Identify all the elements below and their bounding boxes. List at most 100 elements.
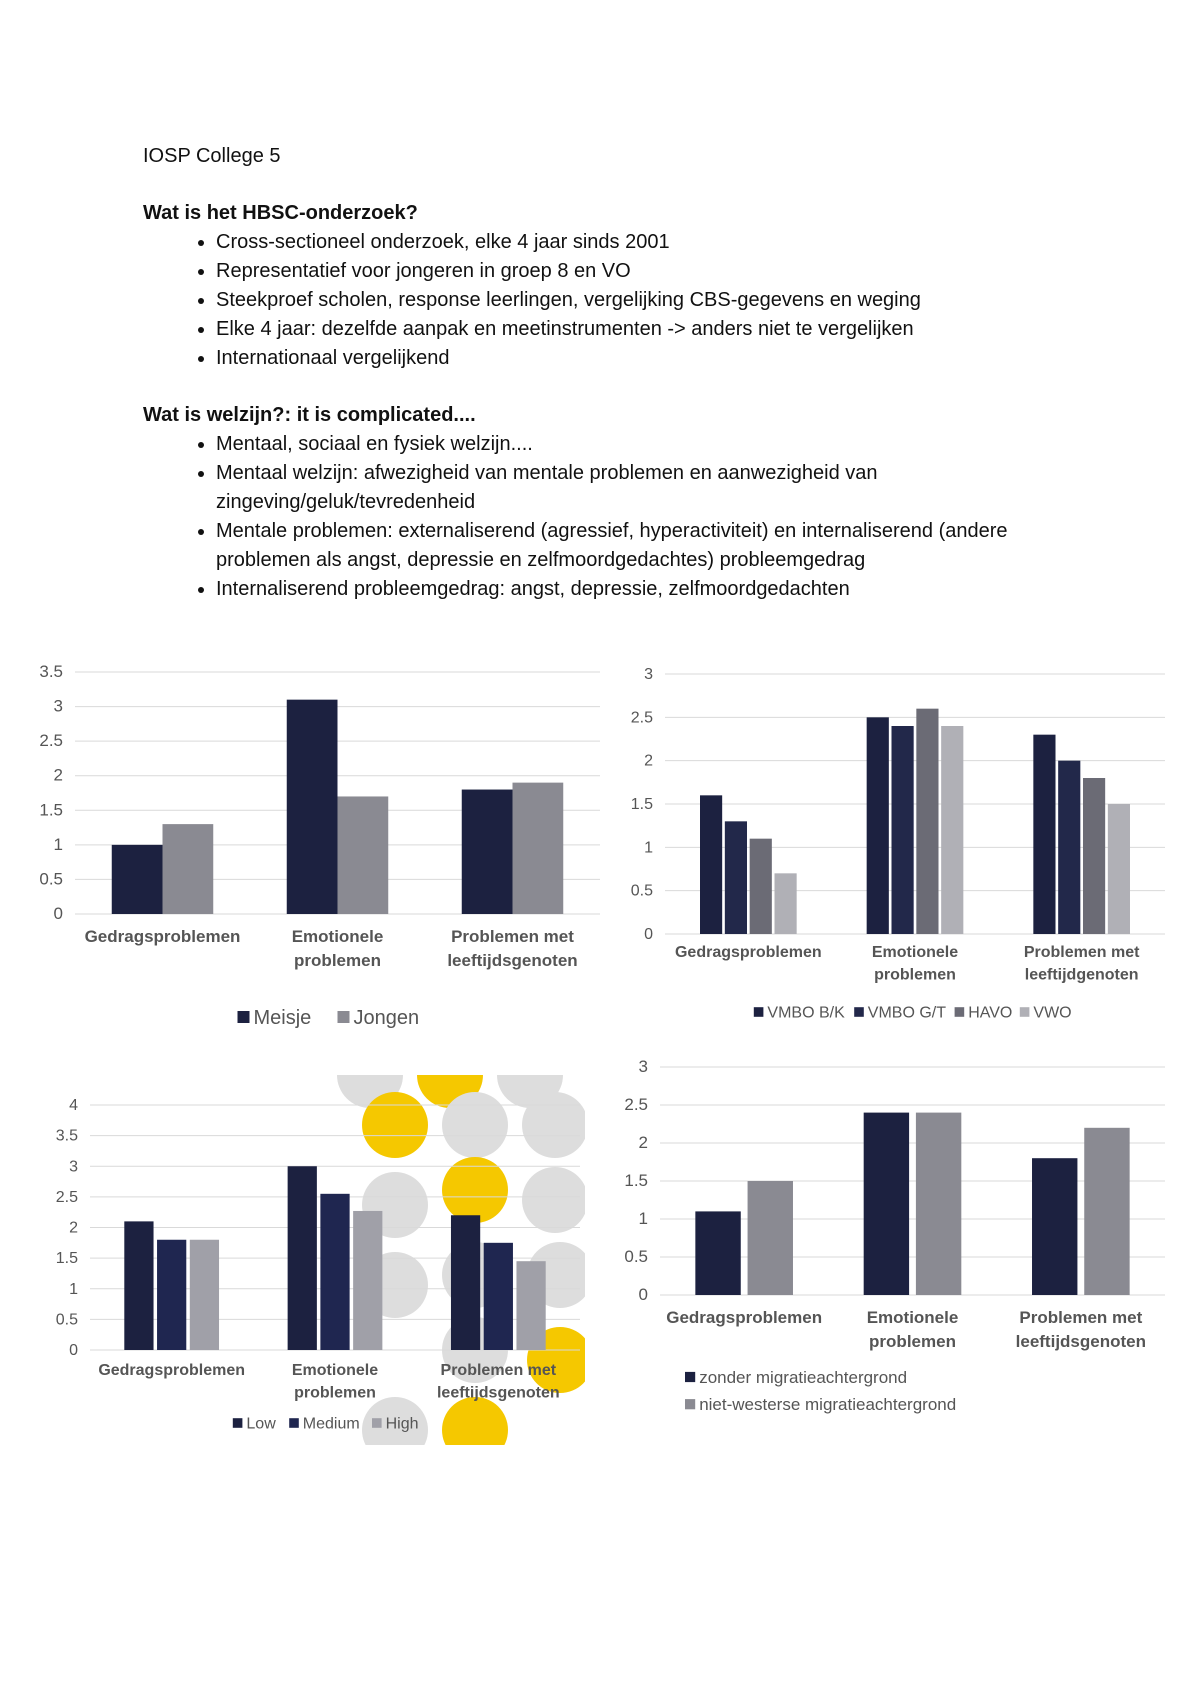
legend-swatch [954, 1007, 965, 1017]
bar [1082, 778, 1106, 934]
bar [891, 726, 914, 934]
y-tick-label: 1 [69, 1281, 78, 1298]
x-tick-label: Problemen met leeftijdgenoten [1024, 944, 1140, 983]
y-tick-label: 0 [69, 1342, 78, 1359]
legend-swatch [753, 1007, 764, 1017]
legend-label: Low [246, 1416, 276, 1433]
section-heading: Wat is welzijn?: it is complicated.... [143, 404, 476, 426]
legend-label: niet-westerse migratieachtergrond [699, 1395, 956, 1414]
legend-swatch [685, 1399, 696, 1410]
x-tick-label: Problemen met leeftijdsgenoten [1016, 1308, 1146, 1351]
y-tick-label: 0.5 [39, 869, 63, 888]
bar [774, 873, 797, 934]
bar [287, 1166, 317, 1350]
bar [512, 782, 564, 914]
decor-circle [522, 1167, 585, 1233]
decor-circle [442, 1397, 508, 1445]
legend-label: VMBO B/K [767, 1005, 845, 1022]
decor-circle [442, 1157, 508, 1223]
bullet: Mentale problemen: externaliserend (agre… [216, 517, 1083, 575]
bar [915, 1112, 962, 1295]
y-tick-label: 2 [54, 766, 63, 785]
bar [866, 717, 889, 934]
y-tick-label: 3 [54, 697, 63, 716]
bullet: Mentaal welzijn: afwezigheid van mentale… [216, 459, 1083, 517]
bar [111, 844, 163, 914]
doc-title: IOSP College 5 [143, 145, 281, 167]
y-tick-label: 2.5 [625, 1095, 648, 1114]
bar [1107, 804, 1130, 934]
y-tick-label: 2.5 [56, 1189, 78, 1206]
x-tick-label: Emotionele problemen [292, 927, 384, 970]
legend-swatch [854, 1007, 864, 1017]
chart: 0 0.5 1 1.5 2 2.5 3 Gedragsproblemen Emotionele p… [625, 1057, 1165, 1414]
bullet-list: Mentaal, sociaal en fysiek welzijn....Me… [143, 430, 1083, 604]
bar [695, 1211, 741, 1295]
y-tick-label: 1 [644, 839, 653, 856]
bar [483, 1242, 513, 1350]
bar [749, 838, 772, 934]
legend-swatch [337, 1011, 350, 1023]
bar [286, 699, 338, 914]
bar [124, 1221, 154, 1350]
bar [1032, 1158, 1078, 1295]
x-tick-label: Emotionele problemen [292, 1362, 378, 1401]
y-tick-label: 0.5 [625, 1247, 648, 1266]
bullet: Representatief voor jongeren in groep 8 … [216, 257, 1083, 286]
legend-swatch [1019, 1007, 1030, 1017]
document: IOSP College 5 Wat is het HBSC-onderzoek… [143, 142, 1083, 632]
y-tick-label: 4 [69, 1097, 78, 1114]
decor-circle [362, 1092, 428, 1158]
bullet: Cross-sectioneel onderzoek, elke 4 jaar … [216, 228, 1083, 257]
legend-label: High [386, 1416, 419, 1433]
y-tick-label: 1.5 [56, 1250, 78, 1267]
bullet: Elke 4 jaar: dezelfde aanpak en meetinst… [216, 315, 1083, 344]
bar [450, 1215, 481, 1350]
x-tick-label: Gedragsproblemen [675, 944, 822, 961]
bar [516, 1261, 546, 1350]
y-tick-label: 3 [69, 1158, 78, 1175]
y-tick-label: 3 [639, 1057, 648, 1076]
legend-label: Meisje [254, 1007, 312, 1029]
legend-label: VMBO G/T [868, 1005, 946, 1022]
bar [941, 726, 964, 934]
chart: 0 0.5 1 1.5 2 2.5 3 3.5 Gedragsproblemen Emotione… [39, 662, 600, 1029]
legend-label: HAVO [968, 1005, 1012, 1022]
y-tick-label: 0 [644, 926, 653, 943]
bar [337, 796, 389, 914]
x-tick-label: Gedragsproblemen [98, 1362, 245, 1379]
bar [700, 795, 723, 934]
x-tick-label: Problemen met leeftijdsgenoten [437, 1362, 560, 1401]
y-tick-label: 0 [639, 1285, 648, 1304]
bullet: Internaliserend probleemgedrag: angst, d… [216, 575, 1083, 604]
bar [1058, 760, 1081, 934]
y-tick-label: 1 [639, 1209, 648, 1228]
bar [724, 821, 748, 934]
x-tick-label: Problemen met leeftijdsgenoten [447, 927, 577, 970]
bar [1084, 1127, 1130, 1295]
legend-label: Jongen [354, 1007, 420, 1029]
bar [461, 789, 513, 914]
bar [157, 1239, 187, 1350]
bar [189, 1239, 220, 1350]
legend-label: VWO [1033, 1005, 1071, 1022]
bullet: Mentaal, sociaal en fysiek welzijn.... [216, 430, 1083, 459]
y-tick-label: 1 [54, 835, 63, 854]
bar [162, 824, 214, 914]
chart: 0 0.5 1 1.5 2 2.5 3 Gedragsproblemen Emotionele p… [631, 666, 1165, 1022]
y-tick-label: 3.5 [39, 662, 63, 681]
bullet: Steekproef scholen, response leerlingen,… [216, 286, 1083, 315]
y-tick-label: 2.5 [631, 709, 653, 726]
y-tick-label: 0.5 [631, 883, 653, 900]
bullet-list: Cross-sectioneel onderzoek, elke 4 jaar … [143, 228, 1083, 373]
y-tick-label: 0 [54, 904, 63, 923]
decor-circle [522, 1092, 585, 1158]
legend-swatch [237, 1011, 250, 1023]
legend-swatch [289, 1418, 299, 1428]
y-tick-label: 2 [644, 753, 653, 770]
y-tick-label: 3.5 [56, 1128, 78, 1145]
x-tick-label: Gedragsproblemen [666, 1308, 822, 1327]
y-tick-label: 2.5 [39, 731, 63, 750]
x-tick-label: Emotionele problemen [867, 1308, 959, 1351]
